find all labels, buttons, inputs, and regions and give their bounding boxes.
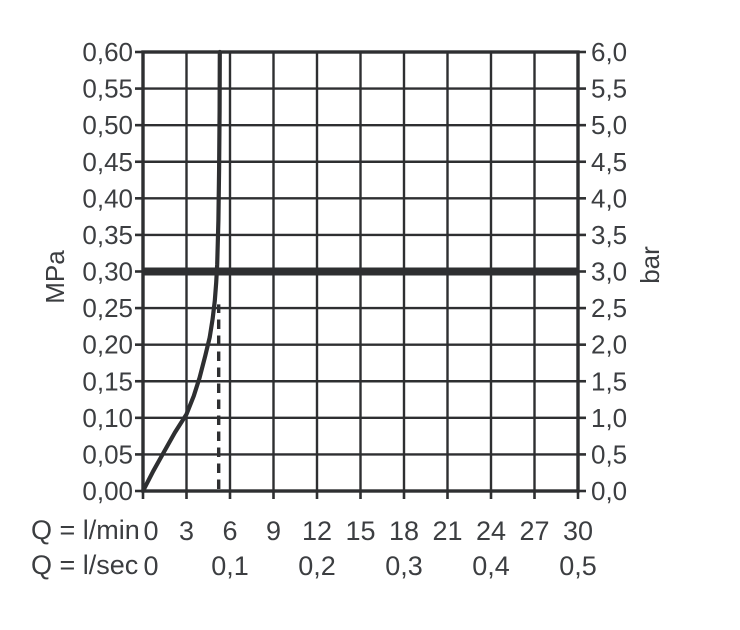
right-axis-tick-label: 0,5	[591, 439, 627, 469]
flow-curve	[140, 49, 222, 494]
left-axis-tick-label: 0,40	[82, 183, 133, 213]
x-axis-lsec-tick-label: 0,2	[298, 551, 336, 581]
left-axis-tick-label: 0,15	[82, 366, 133, 396]
x-axis-lmin-tick-label: 24	[476, 516, 506, 546]
x-axis-lmin-tick-label: 6	[222, 516, 237, 546]
x-axis-lsec-tick-label: 0	[143, 551, 158, 581]
x-axis-lmin-tick-label: 9	[266, 516, 281, 546]
right-axis-tick-label: 1,0	[591, 403, 627, 433]
left-axis-tick-label: 0,20	[82, 330, 133, 360]
x-axis-lsec-tick-label: 0,5	[559, 551, 597, 581]
x-axis-lmin-tick-label: 30	[563, 516, 593, 546]
x-axis-lmin-tick-label: 27	[519, 516, 549, 546]
x-axis-lmin-tick-label: 0	[143, 516, 158, 546]
x-axis-lmin-tick-label: 12	[302, 516, 332, 546]
right-axis-tick-label: 3,0	[591, 257, 627, 287]
left-axis-tick-label: 0,05	[82, 439, 133, 469]
left-axis-tick-label: 0,25	[82, 293, 133, 323]
left-axis-tick-label: 0,10	[82, 403, 133, 433]
left-axis-tick-label: 0,55	[82, 74, 133, 104]
left-axis-title-mpa: MPa	[39, 250, 70, 304]
right-axis-tick-label: 1,5	[591, 366, 627, 396]
left-axis-tick-label: 0,30	[82, 257, 133, 287]
right-axis-tick-label: 4,0	[591, 183, 627, 213]
x-axis-lsec-tick-label: 0,1	[211, 551, 249, 581]
x-axis-lmin-tick-label: 21	[432, 516, 462, 546]
left-axis-tick-label: 0,60	[82, 37, 133, 67]
right-axis-tick-label: 5,0	[591, 110, 627, 140]
x-axis-lmin-tick-label: 18	[389, 516, 419, 546]
right-axis-tick-label: 5,5	[591, 74, 627, 104]
x-axis-lmin-tick-label: 15	[345, 516, 375, 546]
right-axis-tick-label: 4,5	[591, 147, 627, 177]
x-axis-title-l-per-sec: Q = l/sec	[31, 549, 139, 580]
right-axis-tick-label: 0,0	[591, 476, 627, 506]
x-axis-lmin-tick-label: 3	[179, 516, 194, 546]
x-axis-lsec-tick-label: 0,3	[385, 551, 423, 581]
x-axis-lsec-tick-label: 0,4	[472, 551, 510, 581]
right-axis-title-bar: bar	[634, 246, 665, 284]
right-axis-tick-label: 2,5	[591, 293, 627, 323]
left-axis-tick-label: 0,50	[82, 110, 133, 140]
x-axis-title-l-per-min: Q = l/min	[31, 514, 140, 545]
left-axis-tick-label: 0,45	[82, 147, 133, 177]
right-axis-tick-label: 3,5	[591, 220, 627, 250]
right-axis-tick-label: 6,0	[591, 37, 627, 67]
left-axis-tick-label: 0,35	[82, 220, 133, 250]
right-axis-tick-label: 2,0	[591, 330, 627, 360]
left-axis-tick-label: 0,00	[82, 476, 133, 506]
